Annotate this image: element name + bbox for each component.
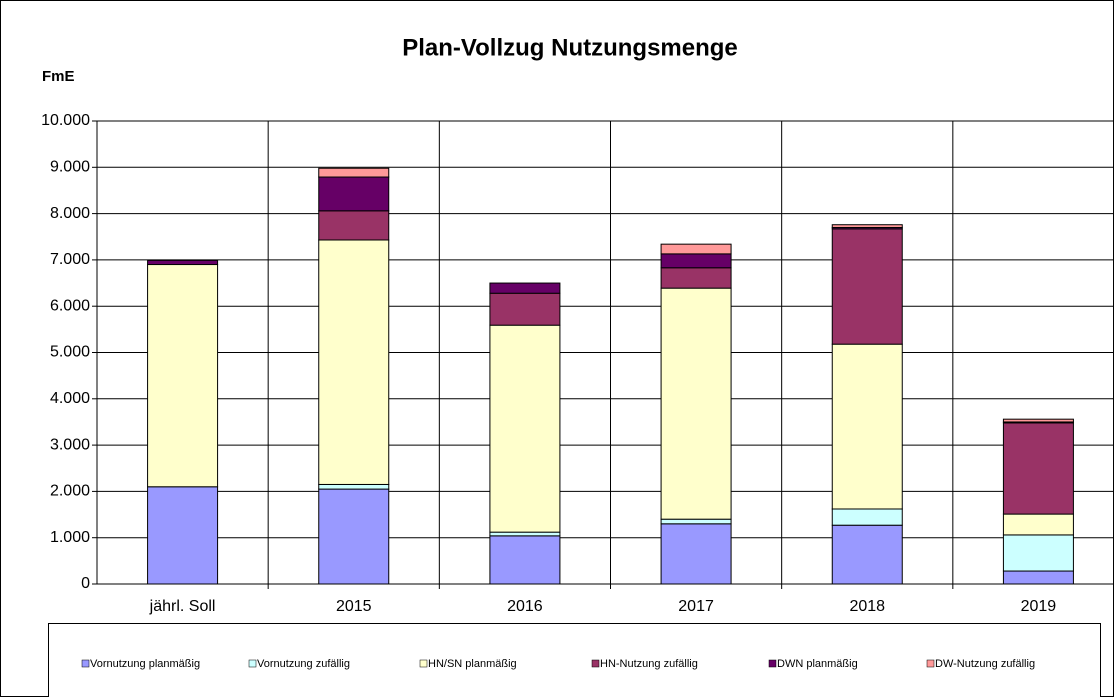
- bar-segment: [660, 518, 732, 525]
- bar-segment: [147, 264, 219, 488]
- legend-label: Vornutzung planmäßig: [90, 658, 200, 670]
- y-tick-label: 2.000: [50, 483, 90, 500]
- y-tick-label: 5.000: [50, 344, 90, 361]
- x-tick-label: 2016: [507, 598, 543, 615]
- bar-segment: [318, 210, 390, 241]
- y-tick-label: 1.000: [50, 529, 90, 546]
- bar-segment: [831, 524, 903, 585]
- legend-swatch: [248, 659, 257, 668]
- bar-segment: [1002, 513, 1074, 536]
- bar-segment: [1002, 418, 1074, 423]
- y-tick-label: 7.000: [50, 251, 90, 268]
- bar-segment: [1002, 534, 1074, 572]
- bar-segment: [318, 483, 390, 490]
- bar-segment: [147, 486, 219, 585]
- bar-segment: [660, 287, 732, 520]
- bar-segment: [489, 292, 561, 326]
- legend-swatch: [768, 659, 777, 668]
- legend-swatch: [926, 659, 935, 668]
- y-tick-label: 8.000: [50, 205, 90, 222]
- x-tick-label: 2019: [1021, 598, 1057, 615]
- y-tick-label: 4.000: [50, 390, 90, 407]
- bar-segment: [489, 531, 561, 537]
- legend-swatch: [419, 659, 428, 668]
- bar-segment: [489, 324, 561, 533]
- legend-label: HN/SN planmäßig: [428, 658, 517, 670]
- bar-segment: [318, 239, 390, 485]
- bar-segment: [660, 253, 732, 269]
- legend-label: DWN planmäßig: [777, 658, 858, 670]
- y-axis-label: FmE: [42, 68, 75, 85]
- y-tick-label: 9.000: [50, 159, 90, 176]
- x-tick-label: 2018: [849, 598, 885, 615]
- bar-segment: [489, 282, 561, 294]
- bar-segment: [660, 267, 732, 289]
- bar-segment: [831, 228, 903, 345]
- bar-segment: [1002, 422, 1074, 515]
- y-tick-label: 6.000: [50, 297, 90, 314]
- bar-segment: [831, 224, 903, 228]
- legend-label: Vornutzung zufällig: [257, 658, 350, 670]
- bar-segment: [318, 488, 390, 585]
- chart-title: Plan-Vollzug Nutzungsmenge: [402, 34, 738, 61]
- legend-label: HN-Nutzung zufällig: [600, 658, 698, 670]
- bar-segment: [489, 535, 561, 585]
- x-tick-label: jährl. Soll: [149, 598, 216, 615]
- y-tick-label: 0: [81, 575, 90, 592]
- legend-swatch: [81, 659, 90, 668]
- x-tick-label: 2015: [336, 598, 372, 615]
- legend-swatch: [591, 659, 600, 668]
- bar-segment: [831, 508, 903, 526]
- bar-segment: [147, 259, 219, 266]
- y-tick-label: 10.000: [41, 112, 90, 129]
- bar-segment: [660, 243, 732, 255]
- bar-segment: [318, 167, 390, 178]
- bar-segment: [318, 176, 390, 212]
- x-tick-label: 2017: [678, 598, 714, 615]
- bar-segment: [831, 343, 903, 510]
- bar-segment: [660, 523, 732, 585]
- y-tick-label: 3.000: [50, 436, 90, 453]
- legend-label: DW-Nutzung zufällig: [935, 658, 1035, 670]
- bar-segment: [1002, 570, 1074, 585]
- legend-box: [48, 623, 1101, 697]
